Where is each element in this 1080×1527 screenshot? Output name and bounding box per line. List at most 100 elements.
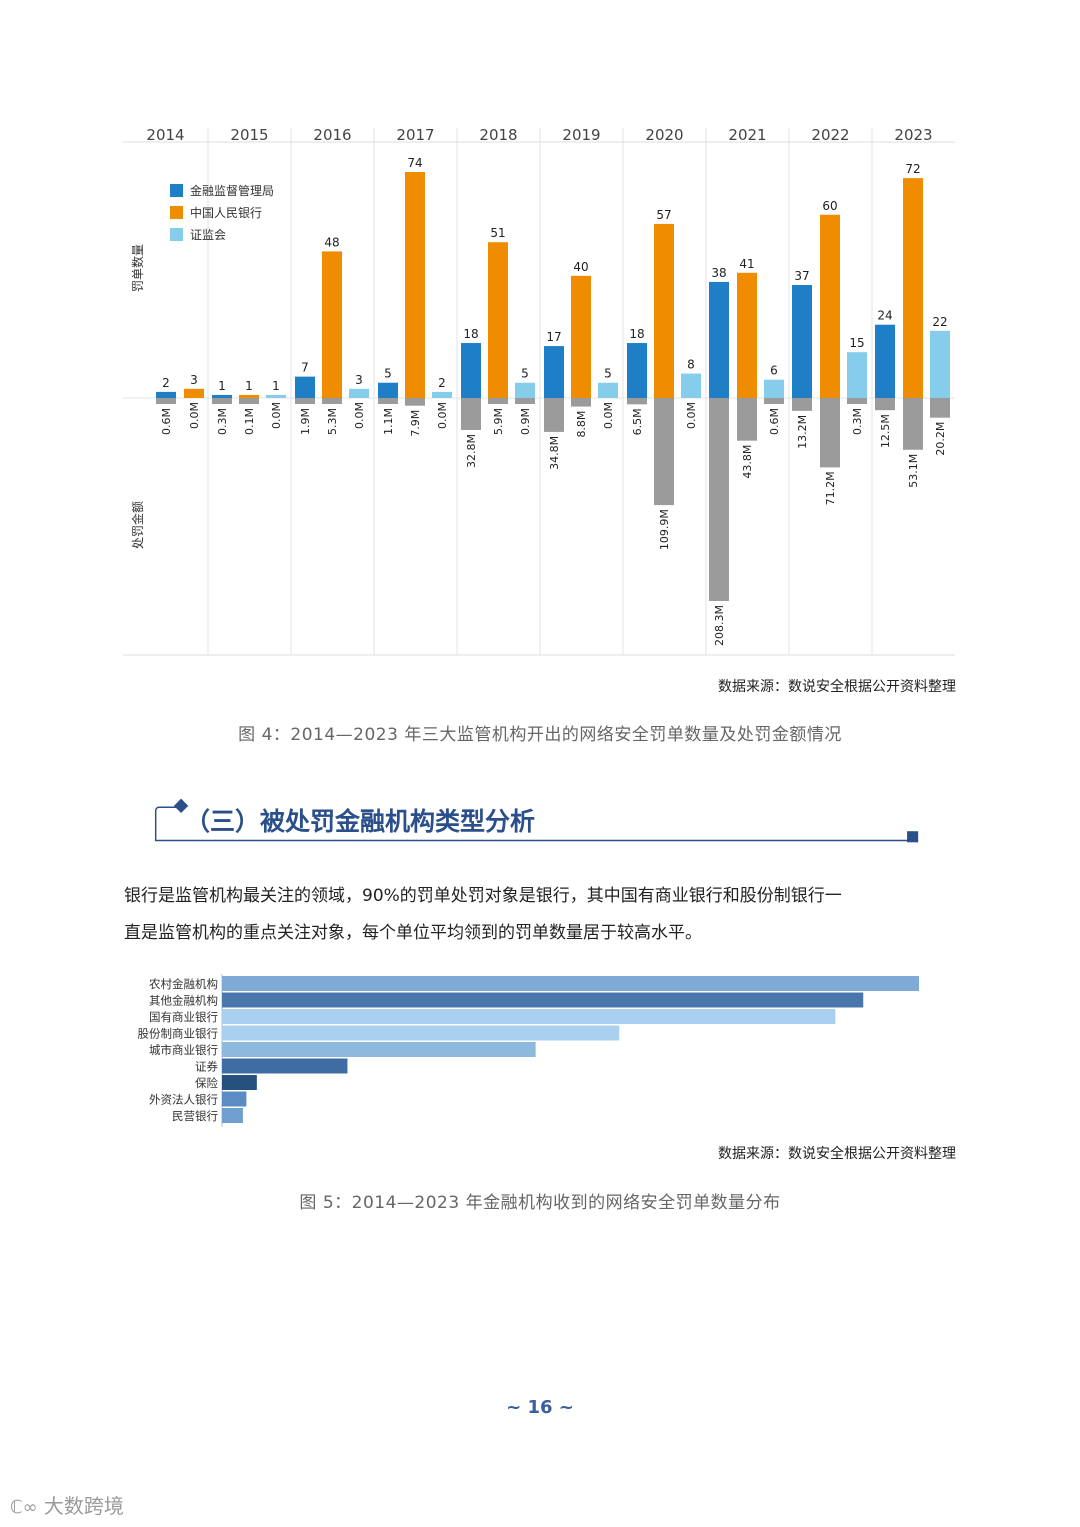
amount-label: 0.6M	[768, 408, 781, 435]
count-label: 5	[604, 367, 612, 381]
count-bar	[156, 391, 176, 398]
amount-bar	[378, 398, 398, 404]
institution-bar	[222, 1058, 348, 1074]
count-label: 24	[877, 309, 892, 323]
amount-bar	[930, 398, 950, 418]
year-label: 2021	[728, 126, 766, 144]
count-bar	[488, 242, 508, 398]
section-header-frame	[154, 798, 919, 843]
amount-label: 0.0M	[270, 402, 283, 429]
count-label: 60	[822, 199, 837, 213]
chart1-source: 数据来源：数说安全根据公开资料整理	[718, 679, 956, 695]
count-bar	[378, 382, 398, 398]
paragraph-line-1: 银行是监管机构最关注的领域，90%的罚单处罚对象是银行，其中国有商业银行和股份制…	[124, 886, 842, 906]
fines-chart: 罚单数量处罚金额金融监督管理局中国人民银行证监会201420.6M30.0M20…	[123, 126, 955, 656]
count-bar	[571, 275, 591, 398]
count-bar	[515, 382, 535, 398]
amount-label: 43.8M	[741, 445, 754, 479]
count-bar	[322, 251, 342, 398]
count-bar	[764, 379, 784, 398]
chart2-caption: 图 5：2014—2023 年金融机构收到的网络安全罚单数量分布	[299, 1193, 781, 1213]
institution-label: 保险	[195, 1076, 218, 1090]
count-bar	[598, 382, 618, 398]
institution-label: 国有商业银行	[149, 1010, 218, 1024]
amount-label: 13.2M	[796, 415, 809, 449]
chart1-caption: 图 4：2014—2023 年三大监管机构开出的网络安全罚单数量及处罚金额情况	[238, 725, 842, 745]
count-label: 5	[521, 367, 529, 381]
amount-label: 20.2M	[934, 422, 947, 456]
chart1-ylabel-count: 罚单数量	[130, 244, 145, 292]
amount-bar	[792, 398, 812, 411]
amount-label: 53.1M	[907, 454, 920, 488]
year-label: 2018	[479, 126, 517, 144]
count-bar	[654, 223, 674, 398]
institution-bar	[222, 1042, 536, 1057]
count-label: 40	[573, 260, 588, 274]
count-bar	[266, 394, 286, 398]
count-label: 7	[301, 361, 309, 375]
paragraph-line-2: 直是监管机构的重点关注对象，每个单位平均领到的罚单数量居于较高水平。	[124, 923, 702, 943]
count-label: 41	[739, 257, 754, 271]
count-bar	[930, 330, 950, 398]
institution-bar	[222, 1025, 620, 1041]
amount-bar	[875, 398, 895, 411]
count-label: 57	[656, 208, 671, 222]
amount-label: 0.3M	[851, 408, 864, 435]
institution-label: 证券	[195, 1060, 218, 1074]
amount-label: 6.5M	[631, 408, 644, 435]
amount-bar	[322, 398, 342, 404]
count-label: 38	[711, 266, 726, 280]
count-bar	[627, 343, 647, 398]
institution-label: 城市商业银行	[149, 1043, 218, 1057]
amount-bar	[820, 398, 840, 468]
count-label: 6	[770, 364, 778, 378]
count-label: 1	[245, 379, 253, 393]
year-label: 2016	[313, 126, 351, 144]
brand-watermark-text: 大数跨境	[43, 1494, 124, 1518]
institution-bar	[222, 992, 864, 1008]
chart1-ylabel-amount: 处罚金额	[130, 501, 145, 549]
count-bar	[212, 394, 232, 398]
count-label: 1	[272, 379, 280, 393]
amount-bar	[461, 398, 481, 430]
amount-bar	[847, 398, 867, 404]
count-bar	[792, 285, 812, 398]
amount-bar	[764, 398, 784, 404]
count-label: 1	[218, 379, 226, 393]
count-bar	[405, 172, 425, 398]
amount-label: 1.1M	[382, 408, 395, 435]
amount-label: 5.9M	[492, 408, 505, 435]
count-label: 15	[849, 336, 864, 350]
count-bar	[737, 272, 757, 398]
count-bar	[432, 391, 452, 398]
year-label: 2014	[146, 126, 184, 144]
amount-label: 1.9M	[299, 408, 312, 435]
amount-label: 7.9M	[409, 410, 422, 437]
legend-label: 证监会	[190, 228, 226, 242]
count-bar	[461, 343, 481, 398]
count-label: 3	[355, 373, 363, 387]
institution-label: 外资法人银行	[149, 1093, 218, 1107]
institution-label: 农村金融机构	[149, 977, 218, 991]
count-label: 18	[629, 327, 644, 341]
institution-label: 民营银行	[172, 1109, 218, 1123]
legend-swatch	[170, 184, 183, 197]
count-bar	[709, 281, 729, 398]
amount-bar	[156, 398, 176, 404]
count-label: 37	[794, 269, 809, 283]
legend-swatch	[170, 206, 183, 219]
amount-label: 34.8M	[548, 436, 561, 470]
amount-label: 109.9M	[658, 509, 671, 550]
count-label: 2	[162, 376, 170, 390]
brand-watermark-icon: ℂ∞	[10, 1497, 38, 1518]
legend-swatch	[170, 228, 183, 241]
count-label: 74	[407, 156, 422, 170]
count-bar	[349, 388, 369, 398]
count-label: 18	[463, 327, 478, 341]
count-label: 5	[384, 367, 392, 381]
year-label: 2015	[230, 126, 268, 144]
amount-bar	[405, 398, 425, 406]
brand-watermark: ℂ∞ 大数跨境	[10, 1490, 124, 1519]
amount-label: 8.8M	[575, 411, 588, 438]
count-bar	[875, 324, 895, 398]
